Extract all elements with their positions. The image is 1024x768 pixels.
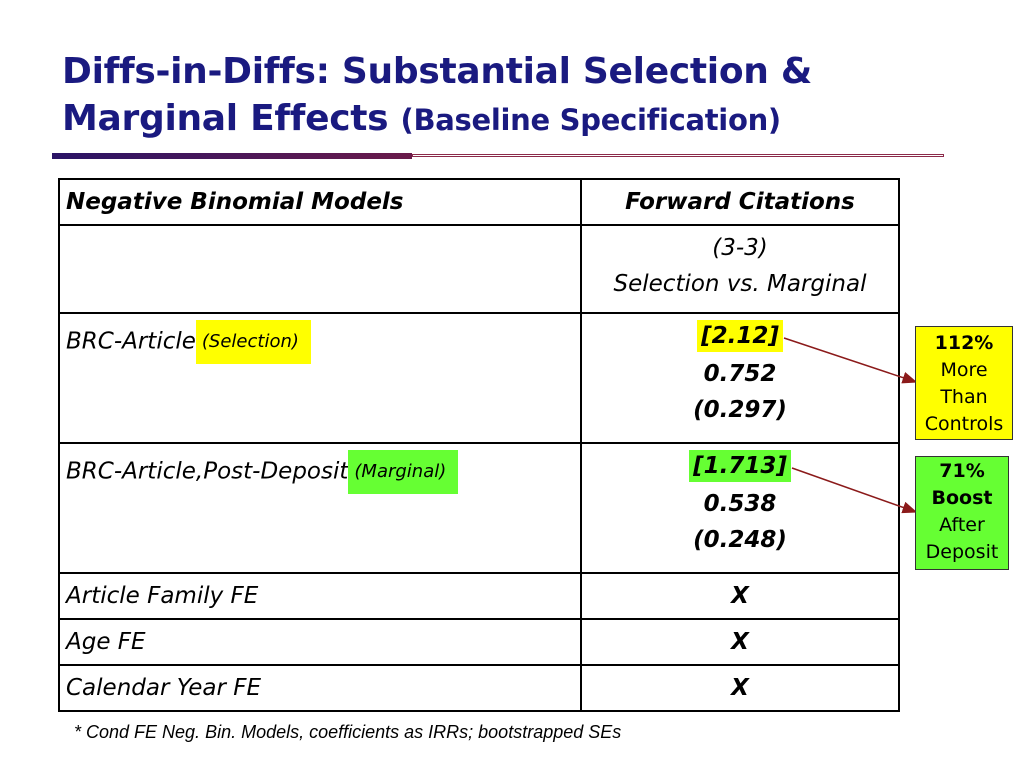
fe-check-article-family: X — [731, 583, 749, 609]
spec-model-number: (3-3) — [712, 235, 768, 261]
arrow-marginal — [791, 467, 918, 514]
fe-value-cell: X — [580, 664, 900, 712]
table-row: BRC-Article (Selection) [2.12] 0.752 (0.2… — [58, 312, 900, 444]
title-rule-light — [412, 154, 944, 157]
fe-value-cell: X — [580, 618, 900, 666]
spec-empty-cell — [58, 224, 582, 314]
fe-check-age: X — [731, 629, 749, 655]
callout-selection-percent: 112% — [934, 332, 994, 354]
irr-value-marginal: [1.713] — [689, 450, 791, 482]
coef-value-marginal: 0.538 — [703, 491, 777, 517]
header-models-label: Negative Binomial Models — [66, 189, 404, 215]
table-header-row: Negative Binomial Models Forward Citatio… — [58, 178, 900, 226]
row-label-cell: BRC-Article,Post-Deposit (Marginal) — [58, 442, 582, 574]
callout-marginal-percent: 71% — [939, 460, 985, 482]
spec-cell: (3-3) Selection vs. Marginal — [580, 224, 900, 314]
fe-label-cell: Article Family FE — [58, 572, 582, 620]
slide-title-main: Diffs-in-Diffs: Substantial Selection & … — [62, 51, 812, 139]
callout-selection: 112% More Than Controls — [915, 326, 1013, 440]
fe-label-cell: Age FE — [58, 618, 582, 666]
results-table: Negative Binomial Models Forward Citatio… — [58, 178, 900, 712]
footnote: * Cond FE Neg. Bin. Models, coefficients… — [74, 722, 622, 742]
callout-marginal-line3: After — [939, 514, 985, 536]
table-row: BRC-Article,Post-Deposit (Marginal) [1.71… — [58, 442, 900, 574]
se-value-marginal: (0.248) — [693, 527, 787, 553]
title-rule-dark — [52, 153, 412, 159]
table-row: Calendar Year FE X — [58, 664, 900, 712]
table-row: Article Family FE X — [58, 572, 900, 620]
row-label-brc-article-post-deposit: BRC-Article,Post-Deposit — [66, 458, 349, 485]
callout-marginal-line4: Deposit — [925, 541, 999, 563]
fe-label-cell: Calendar Year FE — [58, 664, 582, 712]
selection-tag: (Selection) — [195, 320, 311, 364]
row-label-brc-article: BRC-Article — [66, 328, 196, 355]
fe-value-cell: X — [580, 572, 900, 620]
header-citations-label: Forward Citations — [625, 189, 855, 215]
callout-selection-line2: More — [940, 359, 988, 381]
marginal-tag: (Marginal) — [348, 450, 459, 494]
slide-title: Diffs-in-Diffs: Substantial Selection & … — [62, 48, 962, 144]
se-value-selection: (0.297) — [693, 397, 787, 423]
fe-label-calendar-year: Calendar Year FE — [66, 675, 262, 701]
row-label-cell: BRC-Article (Selection) — [58, 312, 582, 444]
table-spec-row: (3-3) Selection vs. Marginal — [58, 224, 900, 314]
row-value-cell: [1.713] 0.538 (0.248) — [580, 442, 900, 574]
irr-value-selection: [2.12] — [697, 320, 783, 352]
callout-selection-line3: Than — [940, 386, 988, 408]
spec-model-description: Selection vs. Marginal — [613, 271, 867, 297]
callout-marginal: 71% Boost After Deposit — [915, 456, 1009, 570]
callout-marginal-line2: Boost — [931, 487, 993, 509]
fe-label-article-family: Article Family FE — [66, 583, 259, 609]
table-row: Age FE X — [58, 618, 900, 666]
coef-value-selection: 0.752 — [703, 361, 777, 387]
header-cell-citations: Forward Citations — [580, 178, 900, 226]
slide-title-sub: (Baseline Specification) — [400, 103, 782, 137]
arrow-selection — [783, 337, 918, 384]
row-value-cell: [2.12] 0.752 (0.297) — [580, 312, 900, 444]
header-cell-models: Negative Binomial Models — [58, 178, 582, 226]
callout-selection-line4: Controls — [924, 413, 1004, 435]
fe-check-calendar-year: X — [731, 675, 749, 701]
fe-label-age: Age FE — [66, 629, 146, 655]
